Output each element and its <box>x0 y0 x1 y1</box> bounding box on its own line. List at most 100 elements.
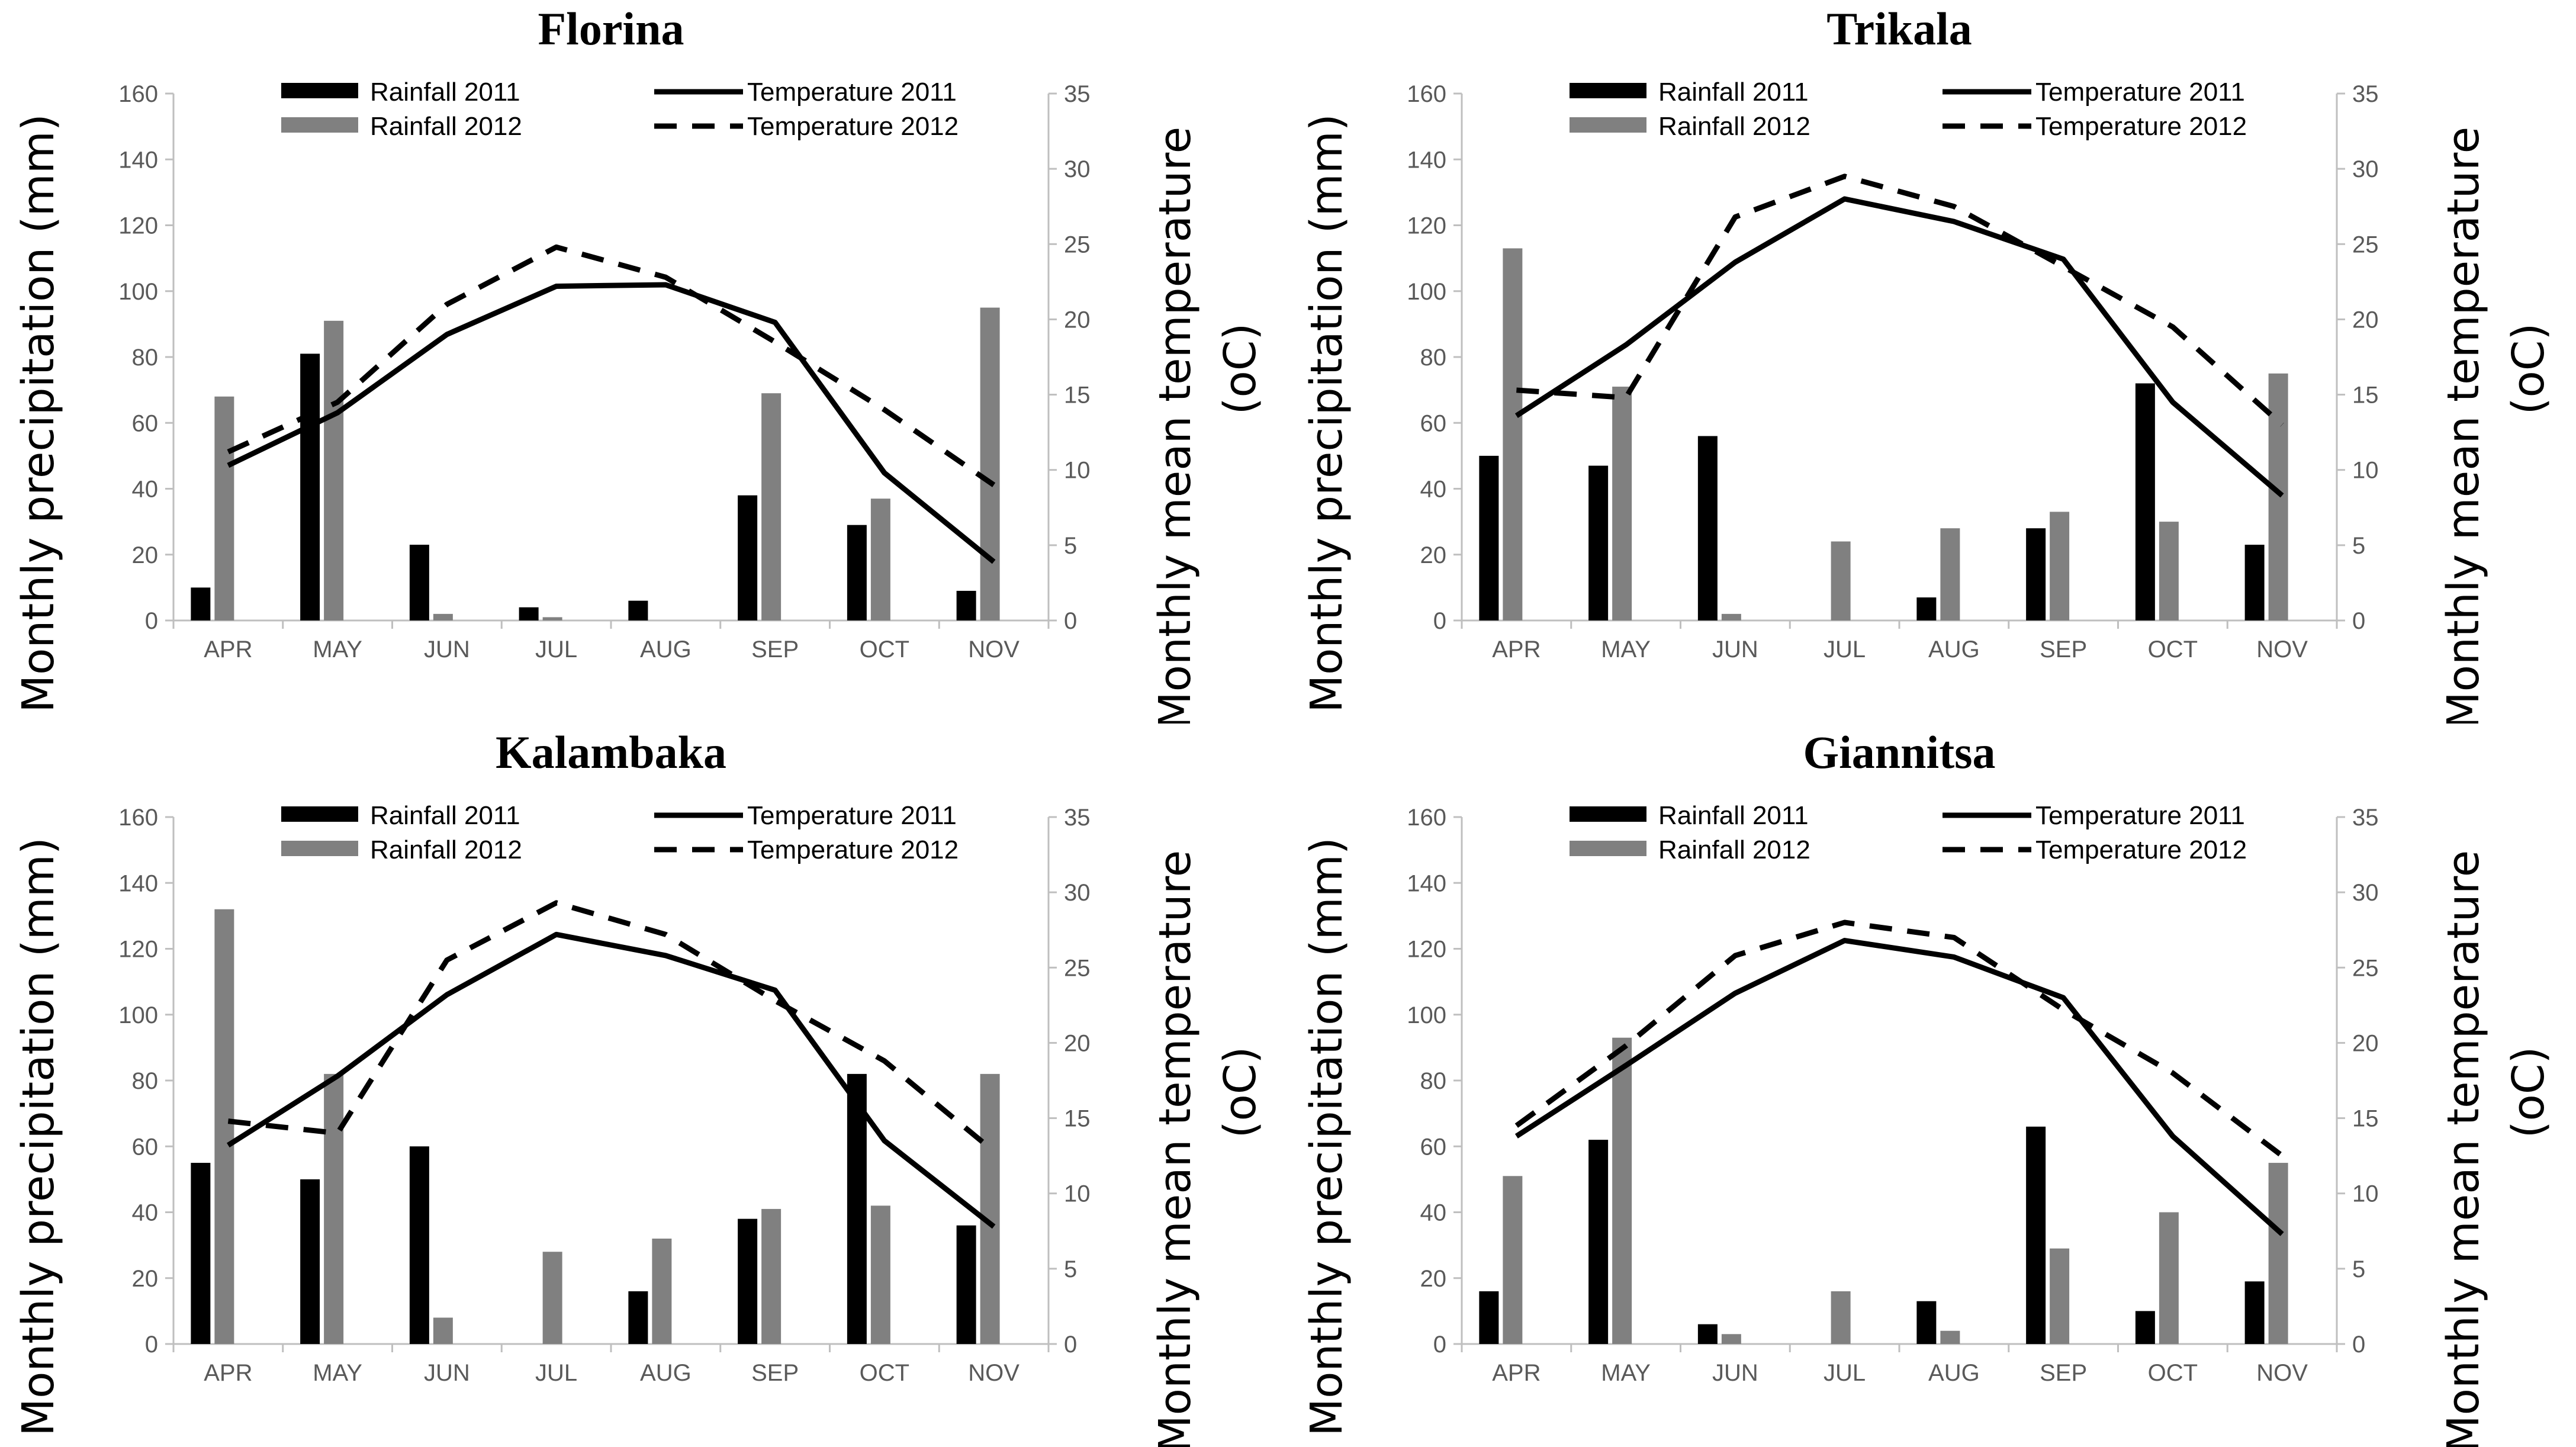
left-tick-label: 160 <box>1407 81 1446 107</box>
left-tick-label: 140 <box>1407 870 1446 896</box>
bar-rainfall-2012-nov <box>980 1073 1000 1344</box>
bar-rainfall-2012-may <box>324 1073 344 1344</box>
left-tick-label: 0 <box>145 1332 158 1358</box>
bar-rainfall-2012-apr <box>1503 248 1523 620</box>
left-tick-label: 160 <box>1407 805 1446 831</box>
bar-rainfall-2011-apr <box>191 587 211 620</box>
x-tick-label: APR <box>204 636 252 663</box>
legend-label-rainfall-2012: Rainfall 2012 <box>1658 835 1810 864</box>
line-temperature-2011 <box>227 282 996 564</box>
right-tick-label: 10 <box>2352 1181 2379 1207</box>
x-tick-label: JUL <box>535 1360 577 1386</box>
right-tick-label: 10 <box>2352 458 2379 484</box>
x-tick-label: JUL <box>1824 1360 1866 1386</box>
bar-rainfall-2011-jun <box>409 545 429 620</box>
left-axis-title: Monthly precipitation (mm) <box>1301 114 1352 712</box>
legend-swatch-rainfall-2011 <box>1570 806 1646 822</box>
left-axis-title: Monthly precipitation (mm) <box>13 837 64 1436</box>
left-tick-label: 140 <box>1407 147 1446 173</box>
bar-rainfall-2011-sep <box>738 1218 758 1344</box>
bar-rainfall-2011-apr <box>191 1163 211 1344</box>
right-tick-label: 5 <box>2352 533 2365 559</box>
x-tick-label: APR <box>204 1360 252 1386</box>
left-tick-label: 120 <box>1407 937 1446 963</box>
x-tick-label: JUL <box>535 636 577 663</box>
left-tick-label: 20 <box>132 1266 159 1292</box>
x-tick-label: SEP <box>751 1360 799 1386</box>
bar-rainfall-2012-aug <box>1940 528 1960 620</box>
legend-label-temperature-2011: Temperature 2011 <box>747 801 957 830</box>
legend-swatch-rainfall-2012 <box>281 841 358 856</box>
line-temperature-2011 <box>1514 938 2284 1236</box>
left-tick-label: 40 <box>1420 1200 1447 1226</box>
bar-rainfall-2012-jun <box>1721 613 1741 620</box>
bar-rainfall-2012-jul <box>542 1252 562 1344</box>
x-tick-label: APR <box>1492 1360 1541 1386</box>
x-tick-label: SEP <box>2040 1360 2087 1386</box>
bar-rainfall-2012-apr <box>214 909 234 1344</box>
right-tick-label: 20 <box>2352 307 2379 333</box>
chart-svg: Florina 0 20 40 60 80 100 120 140 160 0 5 10 15 20 25 30… <box>13 3 1266 724</box>
x-tick-label: MAY <box>313 636 362 663</box>
chart-title: Trikala <box>1826 3 1972 54</box>
left-tick-label: 0 <box>1433 1332 1446 1358</box>
legend-swatch-rainfall-2012 <box>281 117 358 133</box>
legend: Rainfall 2011 Rainfall 2012 Temperature 20… <box>281 78 959 141</box>
left-tick-label: 40 <box>132 1200 159 1226</box>
right-tick-label: 15 <box>2352 382 2379 409</box>
legend-swatch-rainfall-2011 <box>281 806 358 822</box>
bar-rainfall-2011-nov <box>956 590 976 620</box>
panel-florina: Florina 0 20 40 60 80 100 120 140 160 0 5 10 15 20 25 30… <box>0 0 1288 724</box>
bar-rainfall-2012-nov <box>980 307 1000 620</box>
x-tick-label: JUL <box>1824 636 1866 663</box>
bar-rainfall-2012-sep <box>761 1208 782 1344</box>
left-tick-label: 80 <box>1420 345 1447 371</box>
bar-rainfall-2012-apr <box>1503 1176 1523 1344</box>
right-axis-title: Monthly mean temperature <box>2438 850 2489 1447</box>
legend-label-temperature-2012: Temperature 2012 <box>747 112 959 141</box>
bar-rainfall-2012-sep <box>2050 1248 2070 1344</box>
legend-swatch-rainfall-2012 <box>1570 117 1646 133</box>
line-temperature-2011 <box>1514 196 2284 498</box>
chart-title: Giannitsa <box>1803 726 1995 778</box>
x-tick-label: OCT <box>2148 1360 2198 1386</box>
x-tick-label: OCT <box>860 1360 909 1386</box>
right-tick-label: 20 <box>2352 1030 2379 1056</box>
bar-rainfall-2011-may <box>1588 1140 1609 1344</box>
right-tick-label: 5 <box>2352 1256 2365 1282</box>
x-tick-label: OCT <box>860 636 909 663</box>
x-tick-label: MAY <box>313 1360 362 1386</box>
right-tick-label: 35 <box>1064 805 1091 831</box>
x-tick-label: OCT <box>2148 636 2198 663</box>
right-axis-title-unit: (oC) <box>1215 323 1266 415</box>
bar-rainfall-2012-sep <box>2050 512 2070 620</box>
bar-rainfall-2012-may <box>324 320 344 620</box>
bar-rainfall-2011-may <box>300 353 320 620</box>
bar-rainfall-2012-sep <box>761 393 782 620</box>
legend-label-rainfall-2012: Rainfall 2012 <box>370 112 522 141</box>
left-tick-label: 60 <box>132 1134 159 1160</box>
right-axis-title: Monthly mean temperature <box>1150 850 1201 1447</box>
x-tick-label: AUG <box>640 636 692 663</box>
chart-svg: Trikala 0 20 40 60 80 100 120 140 160 0 5 10 15 20 25 30… <box>1301 3 2554 724</box>
right-axis-title-unit: (oC) <box>2503 1047 2554 1139</box>
bar-rainfall-2012-jun <box>433 613 453 620</box>
bar-rainfall-2012-jul <box>1831 1291 1851 1344</box>
right-tick-label: 30 <box>2352 880 2379 906</box>
bar-rainfall-2012-jul <box>542 617 562 620</box>
bar-rainfall-2011-nov <box>2244 545 2265 620</box>
bar-rainfall-2012-nov <box>2268 373 2288 620</box>
right-tick-label: 35 <box>1064 81 1091 107</box>
bar-rainfall-2012-may <box>1612 387 1632 620</box>
left-tick-label: 100 <box>1407 1002 1446 1028</box>
bar-rainfall-2011-jul <box>519 607 539 620</box>
bar-rainfall-2011-sep <box>738 495 758 620</box>
right-tick-label: 0 <box>1064 608 1077 634</box>
bar-rainfall-2012-aug <box>1940 1330 1960 1344</box>
line-temperature-2012 <box>1514 919 2284 1158</box>
right-tick-label: 30 <box>1064 156 1091 182</box>
legend-label-rainfall-2012: Rainfall 2012 <box>1658 112 1810 141</box>
left-tick-label: 20 <box>1420 542 1447 568</box>
x-tick-label: JUN <box>424 1360 470 1386</box>
bar-rainfall-2011-apr <box>1479 1291 1499 1344</box>
